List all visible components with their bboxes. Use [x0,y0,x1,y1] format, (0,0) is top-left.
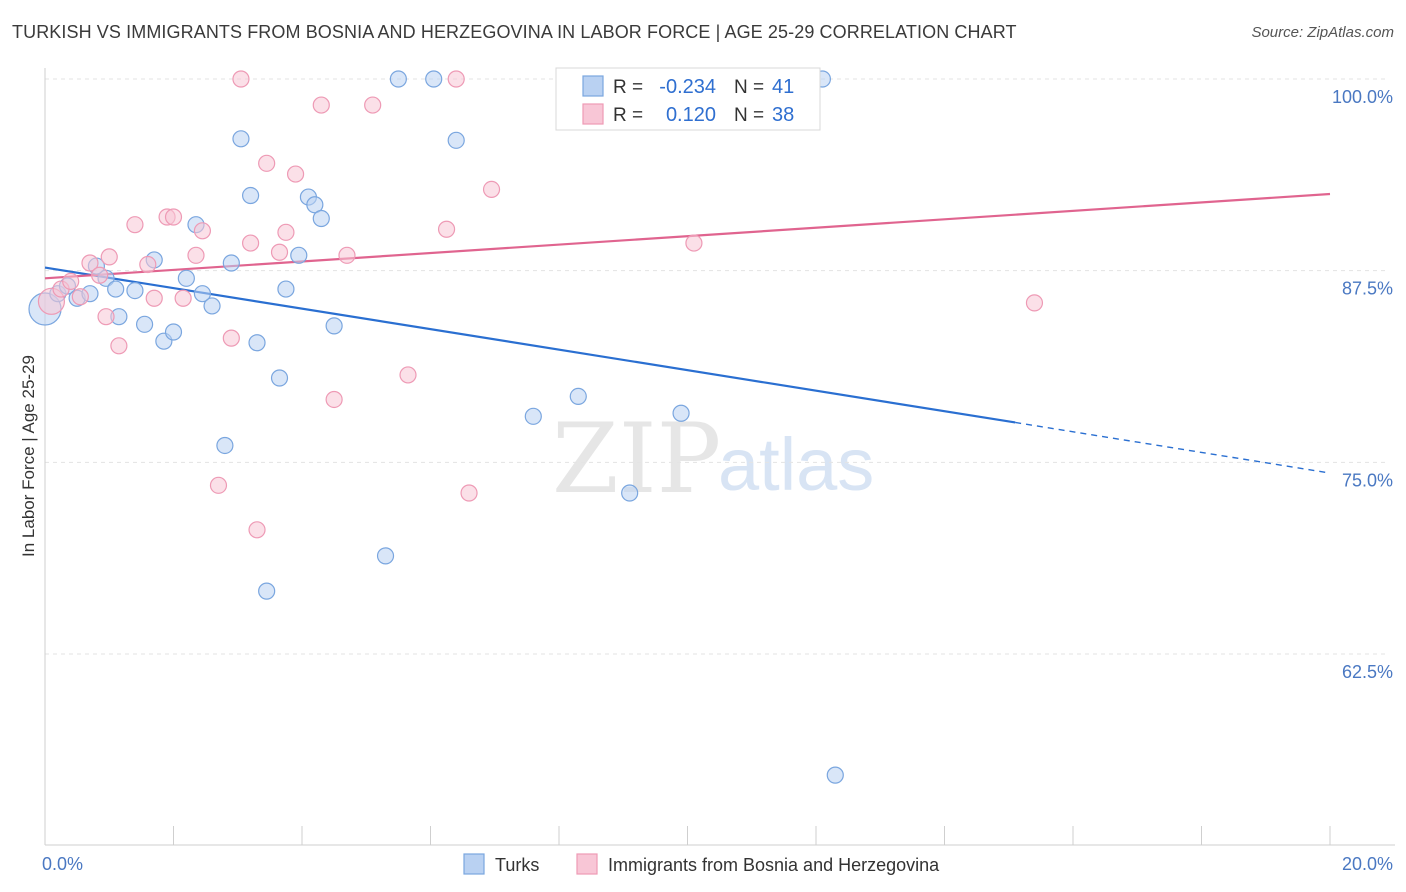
chart-source: Source: ZipAtlas.com [1251,24,1394,41]
chart-title: TURKISH VS IMMIGRANTS FROM BOSNIA AND HE… [12,22,1017,42]
point-bosnia [312,96,330,114]
point-bosnia [100,248,118,266]
trend-line-bosnia [44,192,1331,280]
point-bosnia [62,272,80,290]
legend-swatch-turks [463,853,485,875]
point-bosnia [460,484,478,502]
y-tick-label-1: 87.5% [1342,279,1393,299]
x-tick-labels: 0.0% 20.0% [42,854,1393,874]
point-turks [232,130,250,148]
x-tick-label-0: 0.0% [42,854,83,874]
point-bosnia [447,70,465,88]
point-bosnia [187,246,205,264]
point-turks [672,404,690,422]
trend-line-turks [44,266,1016,424]
stats-r-value-turks: -0.234 [659,76,716,98]
point-turks [193,285,212,303]
point-turks [826,766,844,784]
stats-swatch-turks [582,75,604,97]
point-bosnia [193,222,212,240]
point-turks [135,315,154,333]
scatter-points [28,70,1044,784]
point-turks [325,317,343,335]
point-turks [376,547,395,565]
point-turks [126,282,144,300]
point-bosnia [258,154,276,172]
y-axis-label: In Labor Force | Age 25-29 [19,355,38,557]
axis-layer [44,68,1395,846]
point-turks [524,407,542,425]
watermark-atlas: atlas [718,423,874,506]
point-turks [621,484,639,502]
y-tick-label-0: 100.0% [1332,87,1393,107]
point-turks [107,280,125,298]
point-turks [164,323,183,341]
point-turks [425,70,443,88]
point-bosnia [399,366,417,384]
point-bosnia [437,220,456,238]
point-bosnia [222,329,240,347]
point-turks [258,582,276,600]
legend-label-turks: Turks [495,855,539,875]
point-bosnia [338,246,356,264]
point-bosnia [145,289,163,307]
point-bosnia [164,208,183,226]
watermark-zip: ZIP [552,403,721,515]
point-bosnia [91,266,109,284]
point-turks [242,186,260,205]
stats-r-label-turks: R = [613,77,643,98]
point-bosnia [270,243,289,261]
y-tick-label-2: 75.0% [1342,470,1393,490]
point-bosnia [364,96,382,114]
point-turks [222,254,240,272]
x-tick-label-1: 20.0% [1342,854,1393,874]
point-turks [270,369,289,387]
point-turks [290,246,308,264]
point-turks [248,334,266,352]
point-turks [177,269,195,287]
point-bosnia [685,234,703,252]
point-bosnia [242,234,260,252]
stats-r-value-bosnia: 0.120 [666,104,716,126]
legend-label-bosnia: Immigrants from Bosnia and Herzegovina [608,855,940,875]
stats-n-label-turks: N = [734,77,764,98]
point-turks [306,196,324,214]
point-bosnia [248,521,266,539]
stats-legend: R = -0.234 N = 41 R = 0.120 N = 38 [555,67,821,131]
point-bosnia [482,180,501,198]
grid-layer [45,78,1385,655]
point-turks [312,209,330,228]
point-turks [389,70,407,88]
point-bosnia [139,255,157,274]
stats-n-label-bosnia: N = [734,105,764,126]
stats-n-value-turks: 41 [772,76,794,98]
stats-n-value-bosnia: 38 [772,104,794,126]
point-turks [203,297,221,315]
series-legend: Turks Immigrants from Bosnia and Herzego… [463,853,940,875]
point-bosnia [277,223,295,241]
point-turks [216,436,234,455]
y-tick-label-3: 62.5% [1342,662,1393,682]
point-turks [447,131,465,149]
point-turks [569,387,587,405]
point-bosnia [126,216,144,234]
stats-r-label-bosnia: R = [613,105,643,126]
point-bosnia [110,337,128,355]
trend-line-turks-extension [1015,421,1331,474]
point-bosnia [1025,294,1044,312]
point-bosnia [174,289,192,307]
point-bosnia [97,308,115,326]
stats-swatch-bosnia [582,103,604,125]
point-bosnia [232,70,250,88]
point-bosnia [81,254,99,272]
point-bosnia [286,165,305,183]
y-tick-labels: 100.0% 87.5% 75.0% 62.5% [1332,87,1393,682]
point-bosnia [209,476,228,494]
point-bosnia [325,390,343,409]
point-bosnia [71,288,89,306]
point-turks [277,280,295,298]
legend-swatch-bosnia [576,853,598,875]
